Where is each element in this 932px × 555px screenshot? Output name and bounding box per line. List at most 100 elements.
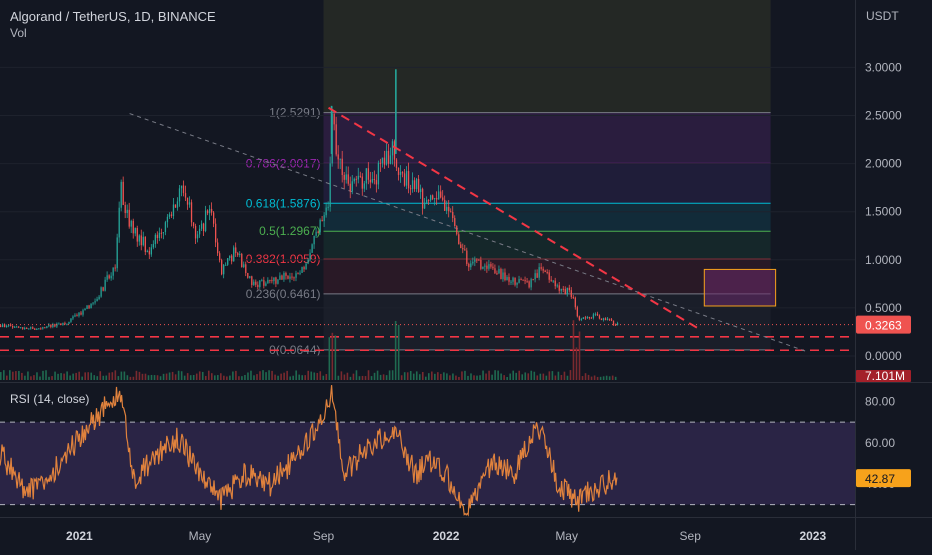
volume-bar: [0, 372, 2, 380]
volume-bar: [108, 372, 111, 380]
candle-body: [548, 272, 550, 280]
volume-bar: [250, 370, 252, 380]
candle-body: [30, 327, 32, 329]
volume-bar: [443, 372, 445, 380]
volume-bar: [183, 375, 186, 380]
candle-body: [333, 113, 335, 125]
fib-band-4: [323, 259, 771, 294]
candle-body: [295, 273, 297, 278]
volume-bar: [391, 370, 394, 380]
candle-body: [349, 183, 351, 192]
candle-body: [452, 211, 454, 219]
fib-label-3: 0.5(1.2967): [259, 224, 320, 238]
volume-bar: [506, 376, 508, 380]
volume-bar: [274, 374, 276, 380]
candle-body: [526, 281, 528, 283]
candle-body: [44, 327, 46, 329]
candle-body: [614, 324, 617, 326]
candle-body: [454, 218, 456, 227]
candle-body: [174, 204, 177, 208]
candle-body: [172, 204, 175, 216]
candle-body: [6, 325, 8, 328]
volume-bar: [545, 375, 548, 380]
candle-body: [40, 328, 42, 330]
candle-body: [58, 323, 60, 325]
volume-bar: [491, 374, 493, 380]
candle-body: [152, 244, 155, 248]
candle-body: [578, 316, 581, 320]
volume-bar: [204, 375, 207, 380]
volume-bar: [36, 372, 38, 380]
volume-bar: [409, 371, 412, 380]
candle-body: [472, 261, 474, 264]
candle-body: [542, 268, 544, 271]
candle-body: [194, 225, 197, 239]
candle-body: [227, 258, 229, 265]
volume-bar: [521, 374, 524, 380]
volume-bar: [500, 373, 502, 380]
candle-body: [592, 314, 595, 318]
volume-bar: [21, 372, 23, 380]
candle-body: [544, 270, 546, 272]
volume-bar: [114, 370, 117, 380]
volume-bar: [24, 375, 26, 380]
volume-bar: [554, 375, 557, 380]
candle-body: [432, 195, 434, 200]
candle-body: [351, 181, 353, 192]
volume-bar: [376, 370, 379, 380]
candle-body: [522, 279, 524, 281]
candle-body: [265, 283, 267, 286]
volume-bar: [563, 371, 566, 380]
candle-body: [606, 318, 609, 321]
volume-bar: [174, 374, 177, 380]
volume-bar: [569, 370, 572, 380]
fib-band-3: [323, 231, 771, 260]
volume-indicator-label[interactable]: Vol: [10, 26, 27, 40]
volume-bar: [611, 375, 614, 380]
candle-body: [564, 289, 566, 295]
volume-bar: [168, 372, 171, 380]
candle-body: [245, 264, 247, 274]
volume-bar: [235, 370, 237, 380]
candle-body: [401, 172, 404, 174]
rsi-indicator-label[interactable]: RSI (14, close): [10, 392, 90, 406]
candle-body: [160, 232, 163, 234]
volume-bar: [286, 370, 288, 380]
candle-body: [508, 277, 510, 282]
candle-body: [251, 276, 253, 285]
candle-body: [428, 199, 430, 201]
volume-bar: [566, 375, 569, 380]
volume-bar: [428, 373, 430, 380]
candle-body: [492, 266, 494, 269]
volume-bar: [415, 371, 418, 380]
candle-body: [138, 235, 140, 242]
volume-bar: [403, 372, 406, 380]
volume-bar: [156, 375, 159, 380]
volume-bar: [6, 375, 8, 380]
candle-body: [36, 328, 38, 330]
candle-body: [446, 206, 448, 211]
candle-body: [488, 264, 490, 269]
last-price-badge: [856, 315, 911, 334]
candle-body: [371, 179, 374, 183]
candle-body: [221, 260, 223, 275]
candle-body: [204, 210, 207, 232]
last-price-label: 0.3263: [865, 319, 902, 333]
volume-bar: [479, 375, 481, 380]
volume-bar: [153, 375, 156, 380]
candle-body: [184, 193, 187, 198]
volume-bar: [135, 370, 138, 380]
volume-bar: [307, 370, 310, 380]
candle-body: [303, 267, 305, 270]
volume-bar: [48, 376, 50, 380]
candle-body: [369, 179, 372, 183]
candle-body: [305, 263, 307, 270]
candle-body: [363, 183, 366, 189]
volume-bar: [590, 376, 593, 380]
volume-bar: [126, 375, 129, 380]
time-tick-label: May: [189, 529, 212, 543]
candle-body: [247, 273, 249, 278]
candle-body: [275, 277, 277, 284]
